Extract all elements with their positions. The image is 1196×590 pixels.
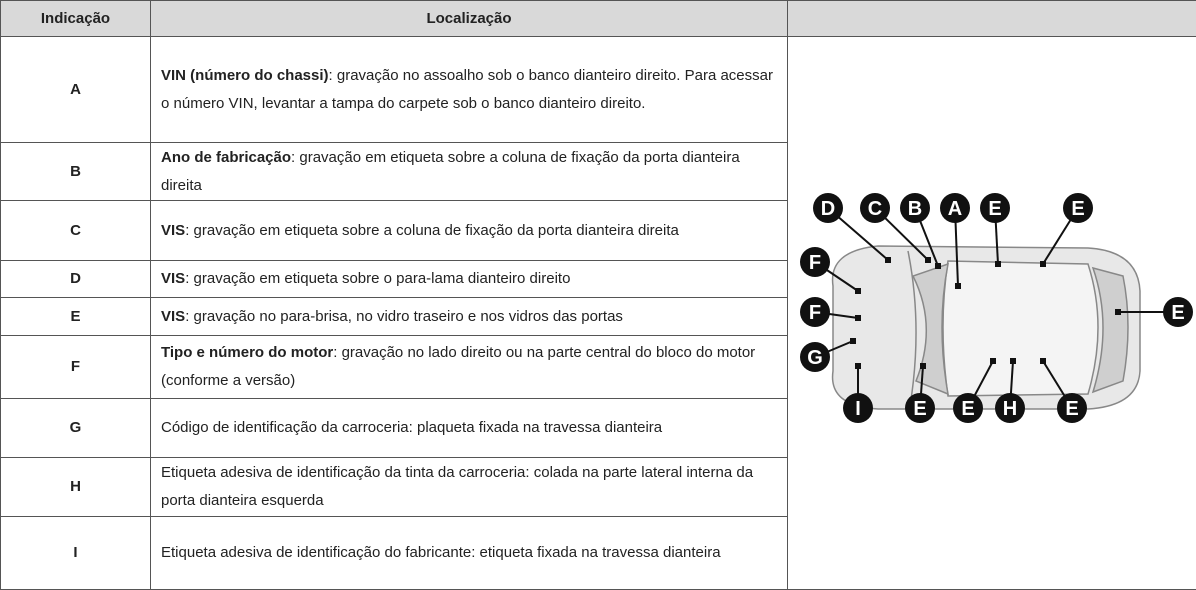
badge-label: I xyxy=(855,398,861,420)
badge-label: B xyxy=(908,198,922,220)
indication-cell: H xyxy=(1,458,151,517)
marker xyxy=(1115,309,1121,315)
badge-label: E xyxy=(988,198,1001,220)
location-cell: Ano de fabricação: gravação em etiqueta … xyxy=(151,143,788,201)
badge-label: F xyxy=(809,302,821,324)
location-text: : gravação em etiqueta sobre a coluna de… xyxy=(185,222,679,239)
marker xyxy=(855,315,861,321)
location-bold: VIS xyxy=(161,222,185,239)
location-cell: VIS: gravação em etiqueta sobre a coluna… xyxy=(151,201,788,261)
marker xyxy=(955,283,961,289)
indication-cell: I xyxy=(1,517,151,590)
indication-cell: F xyxy=(1,336,151,399)
indication-cell: A xyxy=(1,37,151,143)
badge-label: F xyxy=(809,252,821,274)
header-cell: Indicação xyxy=(1,1,151,37)
location-text: : gravação no para-brisa, no vidro trase… xyxy=(185,308,623,325)
badge-label: C xyxy=(868,198,882,220)
indication-cell: E xyxy=(1,298,151,336)
badge-label: E xyxy=(1071,198,1084,220)
badge-label: D xyxy=(821,198,835,220)
marker xyxy=(920,363,926,369)
car-diagram: D C B A E E F F G E I E E H E xyxy=(788,36,1196,589)
marker xyxy=(995,261,1001,267)
location-cell: VIN (número do chassi): gravação no asso… xyxy=(151,37,788,143)
location-bold: Ano de fabricação xyxy=(161,149,291,166)
badge-label: G xyxy=(807,347,823,369)
badge-label: E xyxy=(1065,398,1078,420)
location-cell: VIS: gravação em etiqueta sobre o para-l… xyxy=(151,261,788,298)
location-cell: Código de identificação da carroceria: p… xyxy=(151,399,788,458)
location-cell: Etiqueta adesiva de identificação da tin… xyxy=(151,458,788,517)
indication-cell: B xyxy=(1,143,151,201)
header-cell xyxy=(788,1,1196,37)
marker xyxy=(885,257,891,263)
marker xyxy=(855,363,861,369)
location-text: Etiqueta adesiva de identificação do fab… xyxy=(161,544,721,561)
marker xyxy=(1040,358,1046,364)
marker xyxy=(925,257,931,263)
badge-label: A xyxy=(948,198,962,220)
location-cell: VIS: gravação no para-brisa, no vidro tr… xyxy=(151,298,788,336)
location-bold: VIN (número do chassi) xyxy=(161,67,329,84)
location-text: Código de identificação da carroceria: p… xyxy=(161,419,662,436)
marker xyxy=(855,288,861,294)
location-cell: Tipo e número do motor: gravação no lado… xyxy=(151,336,788,399)
indication-cell: G xyxy=(1,399,151,458)
marker xyxy=(850,338,856,344)
badge-label: H xyxy=(1003,398,1017,420)
car xyxy=(833,246,1140,409)
location-cell: Etiqueta adesiva de identificação do fab… xyxy=(151,517,788,590)
badge-label: E xyxy=(913,398,926,420)
marker xyxy=(1040,261,1046,267)
header-cell: Localização xyxy=(151,1,788,37)
location-bold: Tipo e número do motor xyxy=(161,344,333,361)
badge-label: E xyxy=(961,398,974,420)
location-bold: VIS xyxy=(161,308,185,325)
location-bold: VIS xyxy=(161,270,185,287)
header-row: Indicação Localização xyxy=(1,1,1196,37)
indication-cell: C xyxy=(1,201,151,261)
location-text: Etiqueta adesiva de identificação da tin… xyxy=(161,464,753,509)
marker xyxy=(990,358,996,364)
marker xyxy=(935,263,941,269)
location-text: : gravação em etiqueta sobre o para-lama… xyxy=(185,270,570,287)
marker xyxy=(1010,358,1016,364)
indication-cell: D xyxy=(1,261,151,298)
badge-label: E xyxy=(1171,302,1184,324)
